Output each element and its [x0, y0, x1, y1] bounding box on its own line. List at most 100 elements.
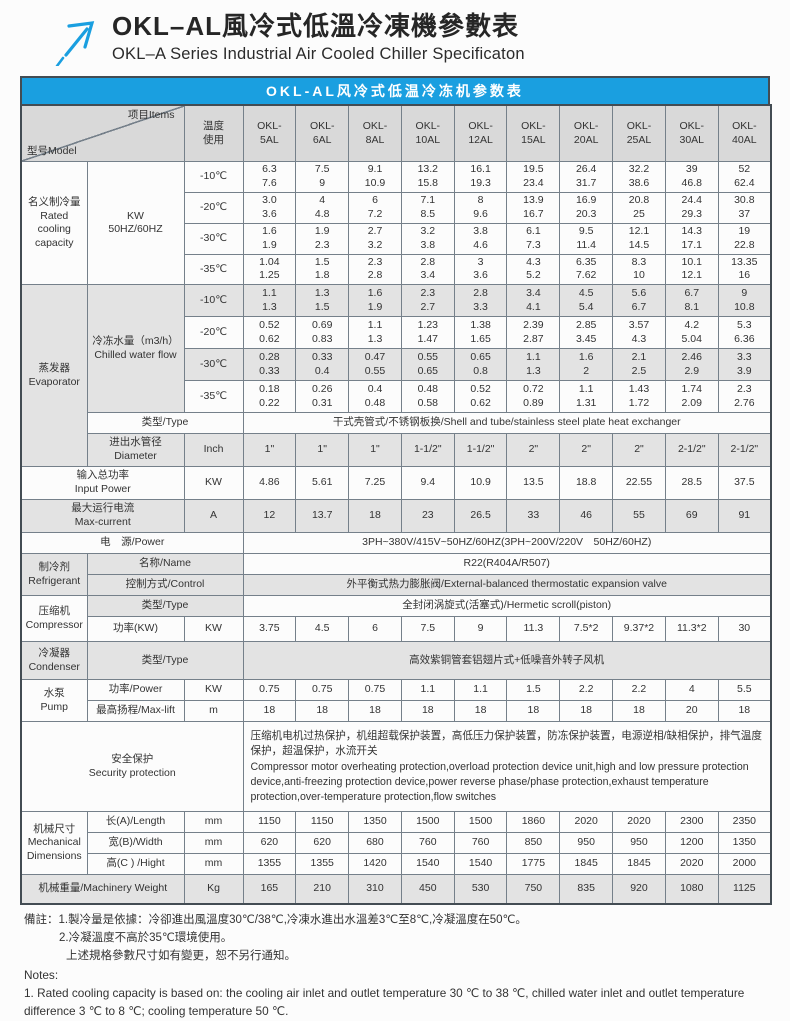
value-cell: 2.39 2.87 [506, 316, 561, 350]
security-text-cell: 压缩机电机过热保护，机组超载保护装置，高低压力保护装置，防冻保护装置，电源逆相/… [242, 721, 772, 813]
value-cell: 2.3 2.8 [348, 253, 402, 286]
value-cell: 18 [400, 700, 455, 723]
value-cell: 30.8 37 [717, 192, 772, 224]
value-cell: 2" [612, 433, 666, 468]
value-cell: 6 7.2 [348, 192, 402, 224]
value-cell: 18 [559, 700, 614, 723]
value-cell: 2020 [559, 811, 614, 834]
value-cell: 13.7 [295, 499, 350, 534]
temp-cell: -35℃ [183, 253, 244, 286]
value-cell: 10.1 12.1 [664, 253, 719, 286]
value-cell: 0.75 [348, 679, 402, 702]
value-cell: 18 [717, 700, 772, 723]
value-cell: 1" [242, 433, 297, 468]
diagonal-divider [22, 106, 184, 162]
model-column-header: OKL- 40AL [717, 104, 772, 163]
rated-unit-label: KW 50HZ/60HZ [86, 161, 185, 286]
value-cell: 8.3 10 [612, 253, 666, 286]
value-cell: 2020 [612, 811, 666, 834]
model-column-header: OKL- 6AL [295, 104, 350, 163]
value-cell: 5.6 6.7 [612, 284, 666, 318]
model-column-header: OKL- 10AL [400, 104, 455, 163]
value-cell: 16.9 20.3 [559, 192, 614, 224]
section-label-mechanical: 机械尺寸 Mechanical Dimensions [20, 811, 88, 876]
value-cell: 0.52 0.62 [242, 316, 297, 350]
unit-cell: m [183, 700, 244, 723]
value-cell: 18 [453, 700, 508, 723]
row-label-max-current: 最大运行电流 Max-current [20, 499, 185, 534]
value-cell: 2020 [664, 853, 719, 876]
value-cell: 6.3 7.6 [242, 161, 297, 194]
value-cell: 2350 [717, 811, 772, 834]
value-cell: 2-1/2" [664, 433, 719, 468]
value-cell: 4.3 5.2 [506, 253, 561, 286]
value-cell: 7.1 8.5 [400, 192, 455, 224]
value-cell: 2.7 3.2 [348, 222, 402, 255]
value-cell: 1.04 1.25 [242, 253, 297, 286]
value-cell: 13.5 [506, 466, 561, 501]
diameter-unit: Inch [183, 433, 244, 468]
table-banner: OKL-AL风冷式低温冷冻机参数表 [20, 76, 770, 104]
value-cell: 2.3 2.76 [717, 380, 772, 414]
value-cell: 5.3 6.36 [717, 316, 772, 350]
value-cell: 9.5 11.4 [559, 222, 614, 255]
value-cell: 1500 [453, 811, 508, 834]
temp-cell: -10℃ [183, 284, 244, 318]
value-cell: 69 [664, 499, 719, 534]
row-label-power-supply: 电 源/Power [20, 532, 244, 555]
value-cell: 9.4 [400, 466, 455, 501]
value-cell: 450 [400, 874, 455, 905]
value-cell: 18 [295, 700, 350, 723]
value-cell: 165 [242, 874, 297, 905]
value-cell: 1355 [242, 853, 297, 876]
value-cell: 1350 [717, 832, 772, 855]
value-cell: 4.5 [295, 616, 350, 643]
value-cell: 0.55 0.65 [400, 348, 455, 382]
chilled-water-flow-label: 冷冻水量（m3/h） Chilled water flow [86, 284, 185, 414]
value-cell: 3.4 4.1 [506, 284, 561, 318]
refrigerant-control-value: 外平衡式热力膨胀阀/External-balanced thermostatic… [242, 574, 772, 597]
value-cell: 0.72 0.89 [506, 380, 561, 414]
value-cell: 3.3 3.9 [717, 348, 772, 382]
value-cell: 0.52 0.62 [453, 380, 508, 414]
dim-length-label: 长(A)/Length [86, 811, 185, 834]
unit-cell: KW [183, 616, 244, 643]
value-cell: 5.5 [717, 679, 772, 702]
temp-cell: -30℃ [183, 348, 244, 382]
unit-cell: mm [183, 832, 244, 855]
value-cell: 2.3 2.7 [400, 284, 455, 318]
value-cell: 13.2 15.8 [400, 161, 455, 194]
value-cell: 620 [295, 832, 350, 855]
value-cell: 4.5 5.4 [559, 284, 614, 318]
dim-width-label: 宽(B)/Width [86, 832, 185, 855]
value-cell: 850 [506, 832, 561, 855]
section-label-compressor: 压缩机 Compressor [20, 595, 88, 643]
value-cell: 1" [348, 433, 402, 468]
model-column-header: OKL- 5AL [242, 104, 297, 163]
value-cell: 210 [295, 874, 350, 905]
value-cell: 20.8 25 [612, 192, 666, 224]
value-cell: 1200 [664, 832, 719, 855]
value-cell: 1080 [664, 874, 719, 905]
value-cell: 1540 [400, 853, 455, 876]
unit-cell: A [183, 499, 244, 534]
value-cell: 8 9.6 [453, 192, 508, 224]
value-cell: 6.1 7.3 [506, 222, 561, 255]
compressor-power-label: 功率(KW) [86, 616, 185, 643]
title-block: OKL–AL風冷式低溫冷凍機參數表 OKL–A Series Industria… [112, 11, 525, 64]
corner-model-label: 型号Model [27, 144, 77, 157]
value-cell: 760 [453, 832, 508, 855]
value-cell: 1.1 1.3 [506, 348, 561, 382]
value-cell: 13.9 16.7 [506, 192, 561, 224]
value-cell: 0.48 0.58 [400, 380, 455, 414]
section-label-pump: 水泵 Pump [20, 679, 88, 723]
dim-height-label: 高(C ) /Hight [86, 853, 185, 876]
value-cell: 7.5*2 [559, 616, 614, 643]
value-cell: 1.5 [506, 679, 561, 702]
temp-usage-header: 温度 使用 [183, 104, 244, 163]
value-cell: 37.5 [717, 466, 772, 501]
value-cell: 4.86 [242, 466, 297, 501]
unit-cell: mm [183, 853, 244, 876]
value-cell: 680 [348, 832, 402, 855]
brand-header: OKL–AL風冷式低溫冷凍機參數表 OKL–A Series Industria… [54, 11, 770, 66]
